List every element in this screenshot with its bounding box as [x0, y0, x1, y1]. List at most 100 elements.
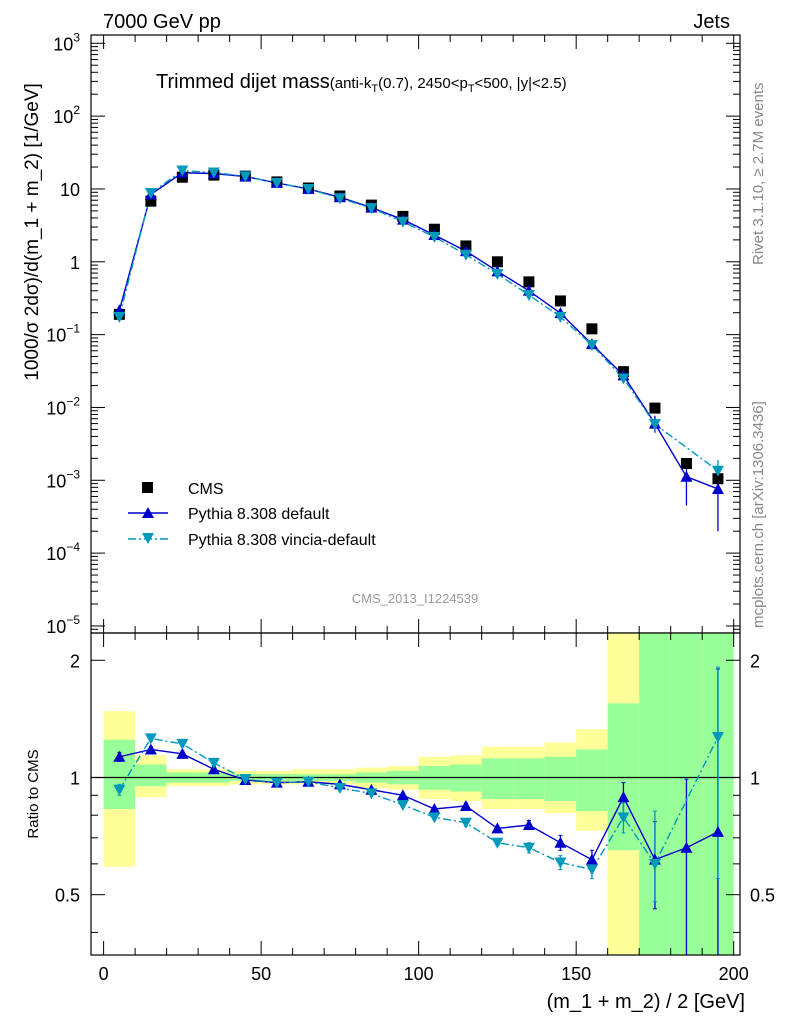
- header-jets-label: Jets: [693, 11, 730, 33]
- ratio-band-inner: [103, 739, 136, 809]
- main-point-cms: [649, 402, 661, 414]
- ratio-band-layer: [103, 633, 734, 955]
- ratio-frame: [90, 632, 741, 956]
- ratio-point-default: [711, 825, 724, 837]
- legend-label-vincia: Pythia 8.308 vincia-default: [188, 532, 376, 549]
- main-point-vincia: [554, 311, 567, 323]
- main-ylabel: 1000/σ 2dσ)/d(m_1 + m_2) [1/GeV]: [22, 83, 43, 381]
- ratio-point-vincia: [428, 812, 441, 824]
- ratio-point-default: [428, 802, 441, 814]
- legend-label-default: Pythia 8.308 default: [188, 506, 330, 523]
- main-point-vincia: [522, 289, 535, 301]
- ratio-point-default: [522, 819, 535, 831]
- main-point-vincia: [302, 183, 315, 195]
- ratio-point-default: [396, 789, 409, 801]
- ratio-ytick-label: 2: [70, 651, 80, 671]
- ratio-point-vincia: [239, 774, 252, 786]
- main-panel: 10−5 10−4 10−3 10−2 10−1 1 10 102 103 1000/σ 2dσ…: [22, 30, 741, 637]
- title-sub-c: <500, |y|<2.5): [475, 75, 567, 92]
- ratio-point-vincia: [144, 733, 157, 745]
- ratio-band-inner: [513, 758, 545, 800]
- ratio-point-vincia: [270, 777, 283, 789]
- ratio-point-vincia: [176, 738, 189, 750]
- ratio-point-default: [113, 750, 126, 762]
- main-ticks-layer: 10−5 10−4 10−3 10−2 10−1 1 10 102 103: [46, 30, 740, 637]
- main-ytick-label: 10−3: [46, 467, 80, 491]
- main-ytick-label: 10−4: [46, 540, 80, 564]
- ratio-band-inner: [544, 756, 577, 802]
- ratio-xtick-label: 100: [404, 964, 434, 984]
- analysis-id-label: CMS_2013_I1224539: [352, 591, 479, 606]
- main-point-vincia: [585, 340, 598, 352]
- main-ytick-label: 103: [53, 30, 80, 54]
- main-point-vincia: [144, 188, 157, 200]
- main-point-vincia: [491, 268, 504, 280]
- ratio-marks-layer: [113, 666, 724, 956]
- ratio-ytick-label-right: 1: [750, 768, 760, 788]
- ratio-point-vincia: [302, 776, 315, 788]
- title-sub-a-sub: T: [371, 83, 378, 95]
- legend-marker-cms: [142, 482, 153, 493]
- side-mcplots-label: mcplots.cern.ch [arXiv:1306.3436]: [750, 401, 767, 628]
- ratio-xtick-label: 50: [251, 964, 271, 984]
- main-ytick-label: 10: [60, 180, 80, 200]
- ratio-point-vincia: [554, 857, 567, 869]
- ratio-band-inner: [135, 764, 167, 787]
- legend-marker-default: [142, 507, 154, 518]
- main-ytick-label: 10−2: [46, 394, 80, 418]
- title-sub-b: (0.7), 2450<p: [378, 75, 468, 92]
- ratio-ytick-label: 1: [70, 768, 80, 788]
- ratio-point-default: [491, 822, 504, 834]
- header-energy-label: 7000 GeV pp: [103, 11, 221, 33]
- ratio-band-inner: [481, 758, 514, 800]
- main-point-vincia: [270, 177, 283, 189]
- ratio-xlabel: (m_1 + m_2) / 2 [GeV]: [547, 991, 745, 1013]
- main-point-vincia: [648, 419, 661, 431]
- main-point-vincia: [113, 311, 126, 323]
- main-point-vincia: [711, 465, 724, 477]
- ratio-xtick-label: 200: [719, 964, 749, 984]
- main-point-vincia: [207, 167, 220, 179]
- main-point-cms: [554, 295, 566, 307]
- main-point-vincia: [396, 216, 409, 228]
- ratio-ytick-label-right: 0.5: [750, 886, 775, 906]
- main-point-vincia: [365, 203, 378, 215]
- main-point-cms: [712, 473, 724, 485]
- ratio-point-default: [585, 853, 598, 865]
- main-point-vincia: [333, 193, 346, 205]
- main-point-cms: [145, 195, 157, 207]
- ratio-point-vincia: [522, 842, 535, 854]
- main-ytick-label: 1: [70, 253, 80, 273]
- ratio-point-default: [144, 743, 157, 755]
- ratio-point-vincia: [459, 817, 472, 829]
- main-series-line: [118, 169, 719, 472]
- ratio-band-inner: [576, 749, 608, 812]
- ratio-point-vincia: [585, 864, 598, 876]
- ratio-point-default: [554, 836, 567, 848]
- main-point-cms: [523, 276, 535, 288]
- ratio-panel: 0.5 0.5 1 1 2 2 0 50 100 150 200 Ratio to CMS (m_1…: [25, 632, 775, 1013]
- ratio-ytick-label: 0.5: [55, 886, 80, 906]
- ratio-ticks-layer: 0.5 0.5 1 1 2 2 0 50 100 150 200: [55, 633, 775, 984]
- ratio-point-vincia: [333, 782, 346, 794]
- ratio-xtick-label: 0: [99, 964, 109, 984]
- main-ytick-label: 10−5: [46, 613, 80, 637]
- ratio-point-vincia: [491, 837, 504, 849]
- main-point-vincia: [239, 171, 252, 183]
- ratio-point-vincia: [365, 788, 378, 800]
- legend-label-cms: CMS: [188, 481, 224, 498]
- ratio-point-default: [680, 841, 693, 853]
- main-point-vincia: [428, 231, 441, 243]
- ratio-ylabel: Ratio to CMS: [25, 749, 42, 838]
- side-rivet-label: Rivet 3.1.10, ≥ 2.7M events: [750, 83, 767, 266]
- main-point-cms: [491, 256, 503, 268]
- ratio-xtick-label: 150: [561, 964, 591, 984]
- main-point-vincia: [176, 165, 189, 177]
- title-main: Trimmed dijet mass: [156, 71, 330, 93]
- ratio-point-vincia: [396, 799, 409, 811]
- ratio-ytick-label-right: 2: [750, 651, 760, 671]
- legend-marker-vincia: [142, 533, 154, 544]
- main-point-vincia: [617, 373, 630, 385]
- ratio-point-vincia: [113, 784, 126, 796]
